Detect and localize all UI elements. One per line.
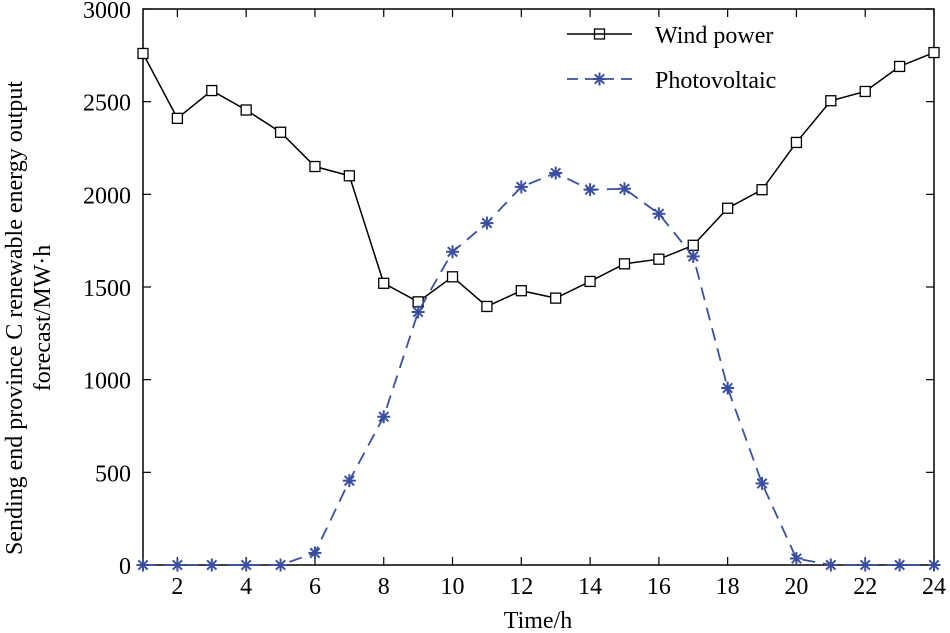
data-point [686, 249, 700, 263]
data-point [205, 558, 219, 572]
legend-pv-label: Photovoltaic [655, 68, 776, 94]
x-tick-label: 6 [309, 574, 321, 600]
x-tick-label: 22 [853, 574, 877, 600]
x-tick-label: 8 [378, 574, 390, 600]
data-point [308, 546, 322, 560]
y-tick-label: 500 [95, 461, 131, 487]
legend-wind-marker [593, 28, 606, 40]
data-point [309, 160, 321, 173]
data-point [411, 305, 425, 319]
y-tick-label: 0 [119, 554, 131, 580]
data-point [687, 239, 699, 251]
data-point [756, 184, 768, 196]
series-photovoltaic [136, 166, 941, 572]
y-tick-label: 1500 [83, 276, 131, 302]
series-layer [136, 46, 941, 572]
data-point [858, 558, 872, 572]
y-tick-label: 1000 [83, 369, 131, 395]
x-tick-label: 2 [171, 574, 183, 600]
x-tick-label: 4 [240, 574, 252, 600]
data-point [825, 95, 837, 107]
series-line [143, 172, 934, 566]
data-point [136, 558, 150, 572]
y-tick-label: 3000 [83, 0, 131, 24]
legend-wind-label: Wind power [655, 23, 773, 49]
data-point [927, 558, 941, 572]
data-point [549, 166, 563, 180]
legend: Wind power Photovoltaic [567, 23, 776, 94]
data-point [481, 300, 493, 313]
data-point [824, 558, 838, 572]
x-tick-label: 24 [922, 574, 946, 600]
data-point [550, 292, 562, 304]
data-point [240, 104, 252, 116]
data-point [239, 558, 253, 572]
data-point [893, 558, 907, 572]
data-point [617, 182, 631, 196]
data-point [446, 245, 460, 259]
data-point [206, 84, 218, 97]
data-point [515, 285, 527, 297]
y-tick-label: 2500 [83, 91, 131, 117]
y-axis-title-line-2: forecast/MW·h [30, 245, 56, 392]
data-point [618, 258, 631, 270]
legend-pv-marker [593, 72, 606, 86]
series-wind-power [137, 46, 940, 313]
x-tick-label: 18 [716, 574, 740, 600]
x-tick-label: 14 [578, 574, 602, 600]
x-tick-label: 10 [441, 574, 465, 600]
data-point [583, 183, 597, 197]
x-axis-title: Time/h [504, 608, 572, 633]
y-axis-title-line-1: Sending end province C renewable energy … [2, 81, 28, 555]
y-axis-tick-labels: 0 500 1000 1500 2000 2500 3000 [83, 0, 131, 580]
x-tick-label: 20 [784, 574, 808, 600]
data-point [274, 126, 287, 138]
data-point [137, 47, 149, 60]
data-point [789, 552, 803, 566]
data-point [377, 410, 391, 424]
data-point [171, 112, 184, 124]
data-point [584, 275, 596, 288]
data-point [928, 46, 940, 59]
data-point [755, 476, 769, 490]
data-point [480, 216, 494, 230]
axis-ticks [143, 8, 935, 566]
x-tick-label: 12 [509, 574, 533, 600]
data-point [514, 180, 528, 194]
data-point [721, 381, 735, 395]
data-point [653, 253, 665, 265]
data-point [342, 474, 356, 488]
data-point [722, 202, 734, 214]
data-point [170, 558, 184, 572]
data-point [343, 170, 355, 182]
data-point [893, 60, 906, 73]
data-point [652, 207, 666, 221]
data-point [274, 558, 288, 572]
x-axis-tick-labels: 2 4 6 8 10 12 14 16 18 20 22 24 [171, 574, 946, 600]
x-tick-label: 16 [647, 574, 671, 600]
data-point [378, 277, 390, 289]
plot-frame [142, 8, 935, 566]
data-point [446, 271, 459, 283]
data-point [790, 136, 803, 149]
y-tick-label: 2000 [83, 183, 131, 209]
series-line [142, 51, 935, 308]
data-point [859, 85, 871, 98]
